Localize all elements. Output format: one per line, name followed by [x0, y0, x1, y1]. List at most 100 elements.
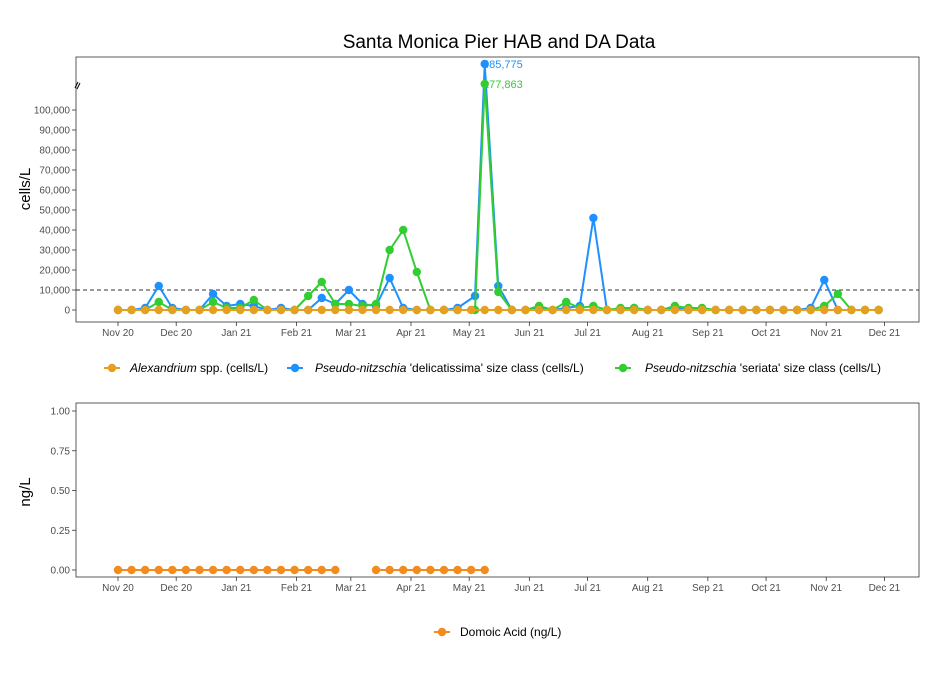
data-point-alexandrium: [290, 305, 299, 315]
data-point-seriata: [562, 297, 571, 307]
data-point-domoic-acid: [154, 565, 163, 575]
legend-genus-alexandrium: Alexandrium: [129, 361, 197, 375]
data-point-alexandrium: [616, 305, 625, 315]
legend-item-alexandrium: Alexandrium spp. (cells/L): [104, 361, 268, 375]
data-point-alexandrium: [303, 305, 313, 315]
top-y-tick-label: 40,000: [39, 226, 70, 237]
legend-suffix-delicatissima: 'delicatissima' size class (cells/L): [406, 361, 583, 375]
data-point-delicatissima: [480, 59, 489, 69]
top-y-tick-label: 60,000: [39, 186, 70, 197]
data-point-alexandrium: [466, 305, 476, 315]
data-point-alexandrium: [589, 305, 598, 315]
data-point-alexandrium: [371, 305, 381, 315]
legend-suffix-seriata: 'seriata' size class (cells/L): [736, 361, 881, 375]
top-y-tick-label: 100,000: [34, 106, 71, 117]
data-point-domoic-acid: [263, 565, 272, 575]
data-point-domoic-acid: [303, 565, 313, 575]
top-x-tick-label: Nov 21: [810, 328, 842, 339]
data-point-domoic-acid: [140, 565, 150, 575]
bottom-y-tick-label: 0.50: [51, 486, 71, 497]
top-x-tick-label: Nov 20: [102, 328, 134, 339]
bottom-y-tick-label: 1.00: [51, 407, 71, 418]
data-point-seriata: [412, 267, 422, 277]
peak-label-seriata: 277,863: [483, 79, 523, 91]
data-point-alexandrium: [439, 305, 449, 315]
bottom-panel-frame: [75, 402, 920, 578]
data-point-domoic-acid: [290, 565, 299, 575]
data-point-domoic-acid: [480, 565, 489, 575]
data-point-domoic-acid: [331, 565, 340, 575]
data-point-alexandrium: [331, 305, 340, 315]
data-point-alexandrium: [874, 305, 883, 315]
legend-item-seriata: Pseudo-nitzschia 'seriata' size class (c…: [615, 361, 881, 375]
data-point-alexandrium: [127, 305, 136, 315]
bottom-x-tick-label: Nov 20: [102, 583, 134, 594]
data-point-delicatissima: [154, 281, 163, 291]
data-point-alexandrium: [806, 305, 815, 315]
data-point-alexandrium: [181, 305, 191, 315]
bottom-x-tick-label: Sep 21: [692, 583, 724, 594]
legend-item-delicatissima: Pseudo-nitzschia 'delicatissima' size cl…: [287, 361, 584, 375]
top-x-tick-label: Dec 20: [160, 328, 192, 339]
data-point-seriata: [154, 297, 163, 307]
legend-label-seriata: Pseudo-nitzschia 'seriata' size class (c…: [645, 361, 881, 375]
data-point-alexandrium: [792, 305, 802, 315]
data-point-alexandrium: [657, 305, 666, 315]
bottom-legend: Domoic Acid (ng/L): [434, 625, 561, 639]
top-y-tick-label: 30,000: [39, 246, 70, 257]
bottom-x-tick-label: Oct 21: [751, 583, 781, 594]
data-point-domoic-acid: [249, 565, 259, 575]
data-point-delicatissima: [589, 213, 598, 223]
top-x-tick-label: Jun 21: [514, 328, 544, 339]
data-point-alexandrium: [494, 305, 503, 315]
top-y-tick-label: 50,000: [39, 206, 70, 217]
data-point-alexandrium: [168, 305, 177, 315]
data-point-domoic-acid: [208, 565, 218, 575]
data-point-alexandrium: [507, 305, 517, 315]
data-point-alexandrium: [317, 305, 326, 315]
data-point-alexandrium: [684, 305, 693, 315]
data-point-alexandrium: [833, 305, 843, 315]
data-point-domoic-acid: [412, 565, 422, 575]
data-point-seriata: [371, 299, 381, 309]
data-point-alexandrium: [847, 305, 856, 315]
top-y-tick-label: 80,000: [39, 146, 70, 157]
data-point-alexandrium: [765, 305, 775, 315]
data-point-alexandrium: [602, 305, 612, 315]
data-point-domoic-acid: [371, 565, 381, 575]
data-point-alexandrium: [738, 305, 747, 315]
data-point-alexandrium: [562, 305, 571, 315]
top-y-tick-label: 10,000: [39, 286, 70, 297]
legend-dot-domoic-acid: [437, 627, 447, 637]
data-point-delicatissima: [385, 273, 394, 283]
data-point-domoic-acid: [168, 565, 177, 575]
data-point-alexandrium: [820, 305, 829, 315]
data-point-alexandrium: [453, 305, 462, 315]
top-y-axis-title: cells/L: [17, 168, 34, 211]
bottom-x-tick-label: Jan 21: [221, 583, 251, 594]
data-point-domoic-acid: [426, 565, 435, 575]
legend-label-delicatissima: Pseudo-nitzschia 'delicatissima' size cl…: [315, 361, 584, 375]
data-point-alexandrium: [385, 305, 394, 315]
data-point-alexandrium: [140, 305, 150, 315]
peak-label-delicatissima: 485,775: [483, 59, 523, 71]
data-point-domoic-acid: [222, 565, 231, 575]
data-point-seriata: [331, 299, 340, 309]
bottom-x-tick-label: Dec 20: [160, 583, 192, 594]
data-point-seriata: [303, 291, 313, 301]
data-point-alexandrium: [643, 305, 652, 315]
data-point-alexandrium: [154, 305, 163, 315]
data-point-alexandrium: [195, 305, 204, 315]
data-point-seriata: [317, 277, 326, 287]
bottom-x-tick-label: Apr 21: [396, 583, 426, 594]
top-y-tick-label: 70,000: [39, 166, 70, 177]
data-point-alexandrium: [412, 305, 422, 315]
legend-dot-alexandrium: [107, 363, 117, 373]
bottom-x-tick-label: Dec 21: [869, 583, 901, 594]
data-point-alexandrium: [711, 305, 720, 315]
data-point-domoic-acid: [385, 565, 394, 575]
data-point-alexandrium: [480, 305, 489, 315]
data-point-alexandrium: [548, 305, 557, 315]
legend-label-domoic-acid: Domoic Acid (ng/L): [460, 625, 561, 639]
data-point-alexandrium: [860, 305, 870, 315]
